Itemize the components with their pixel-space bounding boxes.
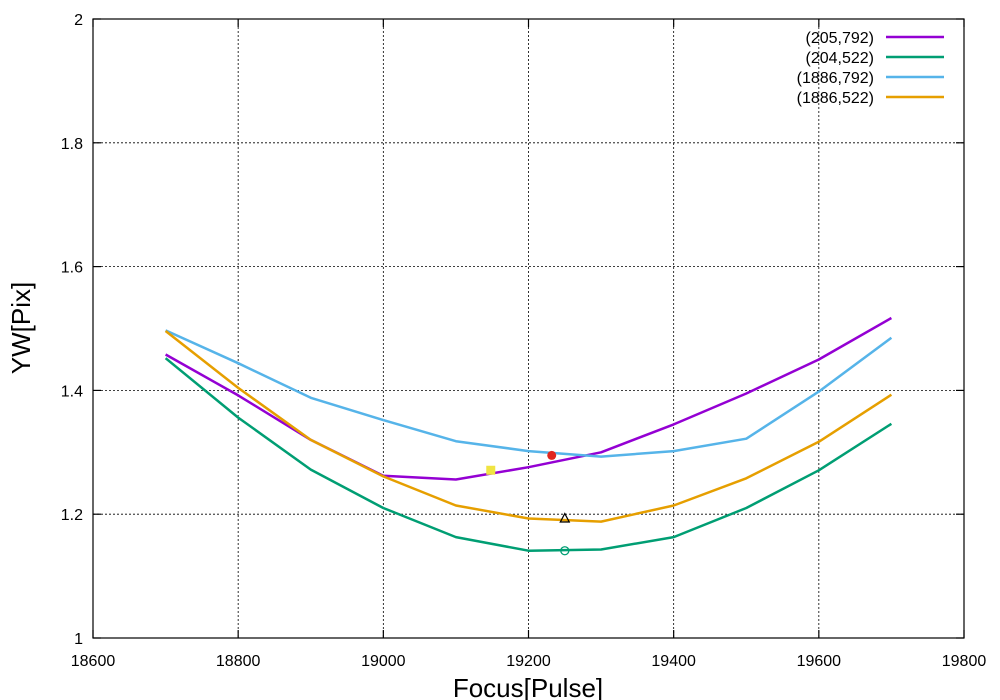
- legend-label: (204,522): [806, 50, 875, 67]
- legend-label: (1886,792): [797, 70, 874, 87]
- grid-lines: [93, 19, 964, 638]
- y-axis-title: YW[Pix]: [6, 282, 36, 374]
- marker-open-triangle: [559, 512, 571, 523]
- y-tick-label: 1.2: [61, 507, 83, 524]
- legend-label: (1886,522): [797, 90, 874, 107]
- marker-filled-square: [486, 465, 496, 475]
- x-tick-label: 18800: [216, 653, 261, 670]
- y-tick-label: 1.4: [61, 383, 83, 400]
- best-focus-markers: [486, 450, 571, 556]
- x-axis-title: Focus[Pulse]: [453, 673, 603, 700]
- marker-filled-circle: [547, 450, 557, 460]
- x-tick-label: 19400: [651, 653, 696, 670]
- x-tick-label: 19200: [506, 653, 551, 670]
- legend-label: (205,792): [806, 30, 875, 47]
- y-tick-label: 1.6: [61, 260, 83, 277]
- y-tick-label: 1.8: [61, 136, 83, 153]
- x-tick-label: 19000: [361, 653, 406, 670]
- series-lines: [164, 316, 893, 552]
- y-tick-label: 1: [74, 631, 83, 648]
- x-tick-label: 18600: [71, 653, 116, 670]
- x-tick-label: 19600: [797, 653, 842, 670]
- legend: (205,792) (204,522) (1886,792) (1886,522): [797, 30, 944, 107]
- y-tick-label: 2: [74, 12, 83, 29]
- series-line: [164, 316, 893, 481]
- x-tick-label: 19800: [942, 653, 987, 670]
- series-line: [164, 357, 893, 552]
- series-line: [165, 329, 893, 458]
- marker-open-circle: [560, 546, 570, 556]
- series-line: [164, 330, 893, 523]
- axis-ticks: 18600 18800 19000 19200 19400 19600 19800 1 1.2 1…: [61, 12, 987, 670]
